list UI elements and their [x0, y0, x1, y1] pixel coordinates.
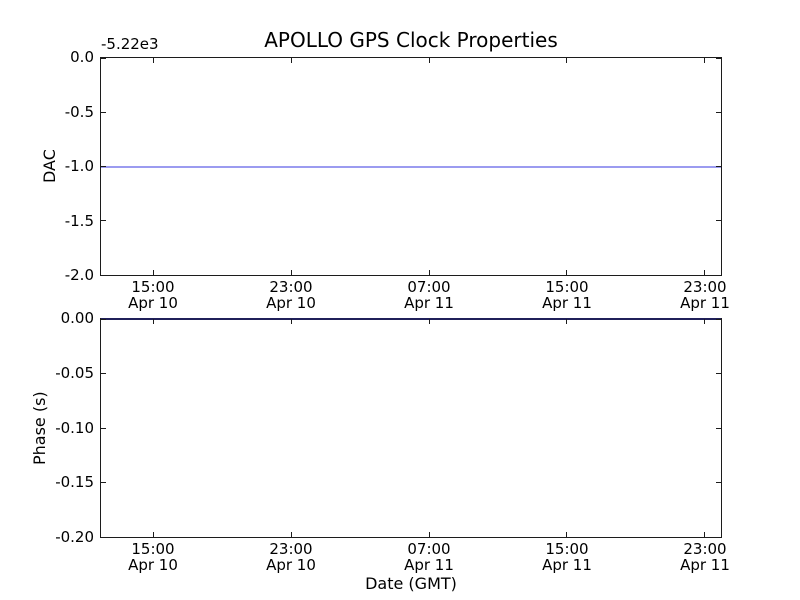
y-tick-mark	[101, 482, 106, 483]
y-tick-mark	[716, 57, 721, 59]
y-tick-mark	[716, 427, 721, 429]
y-tick-label: -1.0	[64, 157, 94, 175]
dac-data-line	[101, 166, 721, 168]
y-tick-label: -0.15	[55, 473, 94, 491]
y-tick-mark	[716, 220, 721, 222]
x-tick-mark	[566, 532, 568, 537]
x-tick-mark	[152, 319, 154, 324]
y-tick-mark	[101, 220, 106, 222]
y-tick-mark	[101, 427, 106, 429]
x-tick-label: 23:00 Apr 10	[266, 278, 316, 312]
x-tick-mark	[290, 58, 292, 63]
y-tick-label: -0.10	[55, 419, 94, 437]
y-tick-mark	[716, 274, 721, 276]
y-tick-mark	[101, 166, 106, 167]
x-tick-mark	[152, 58, 154, 63]
y-tick-mark	[101, 373, 106, 374]
x-tick-mark	[566, 270, 568, 275]
x-tick-mark	[290, 270, 292, 275]
y-tick-mark	[101, 318, 106, 320]
chart-title: APOLLO GPS Clock Properties	[264, 28, 558, 52]
y-tick-label: -2.0	[64, 266, 94, 284]
y-tick-label: -1.5	[64, 212, 94, 230]
dac-plot-area	[100, 57, 722, 276]
x-tick-label: 23:00 Apr 10	[266, 540, 316, 574]
x-tick-label: 15:00 Apr 10	[128, 540, 178, 574]
y-tick-mark	[101, 274, 106, 276]
x-tick-label: 15:00 Apr 10	[128, 278, 178, 312]
y-tick-label: -0.05	[55, 364, 94, 382]
phase-plot-area	[100, 318, 722, 538]
x-tick-label: 15:00 Apr 11	[542, 540, 592, 574]
x-tick-mark	[704, 58, 705, 63]
y-tick-mark	[716, 482, 721, 483]
x-tick-label: 15:00 Apr 11	[542, 278, 592, 312]
x-tick-mark	[290, 532, 292, 537]
x-tick-mark	[704, 532, 705, 537]
x-tick-mark	[290, 319, 292, 324]
y-tick-mark	[716, 166, 721, 167]
x-tick-mark	[704, 319, 705, 324]
x-tick-mark	[704, 270, 705, 275]
x-tick-mark	[152, 270, 154, 275]
y-tick-label: -0.20	[55, 528, 94, 546]
x-tick-label: 23:00 Apr 11	[680, 540, 730, 574]
x-tick-mark	[566, 58, 568, 63]
xaxis-label: Date (GMT)	[365, 574, 457, 593]
y-tick-mark	[716, 373, 721, 374]
x-tick-label: 07:00 Apr 11	[404, 278, 454, 312]
phase-data-line	[101, 318, 721, 320]
y-tick-mark	[101, 536, 106, 538]
x-tick-mark	[152, 532, 154, 537]
x-tick-label: 23:00 Apr 11	[680, 278, 730, 312]
y-tick-mark	[716, 536, 721, 538]
x-tick-mark	[428, 270, 430, 275]
dac-axis-offset-text: -5.22e3	[101, 35, 159, 53]
x-tick-mark	[428, 532, 430, 537]
x-tick-label: 07:00 Apr 11	[404, 540, 454, 574]
x-tick-mark	[428, 319, 430, 324]
y-tick-label: 0.00	[60, 309, 94, 327]
y-tick-mark	[716, 111, 721, 113]
y-tick-label: 0.0	[70, 48, 94, 66]
y-tick-mark	[101, 57, 106, 59]
y-tick-mark	[101, 111, 106, 113]
y-tick-label: -0.5	[64, 103, 94, 121]
y-tick-mark	[716, 318, 721, 320]
x-tick-mark	[566, 319, 568, 324]
x-tick-mark	[428, 58, 430, 63]
